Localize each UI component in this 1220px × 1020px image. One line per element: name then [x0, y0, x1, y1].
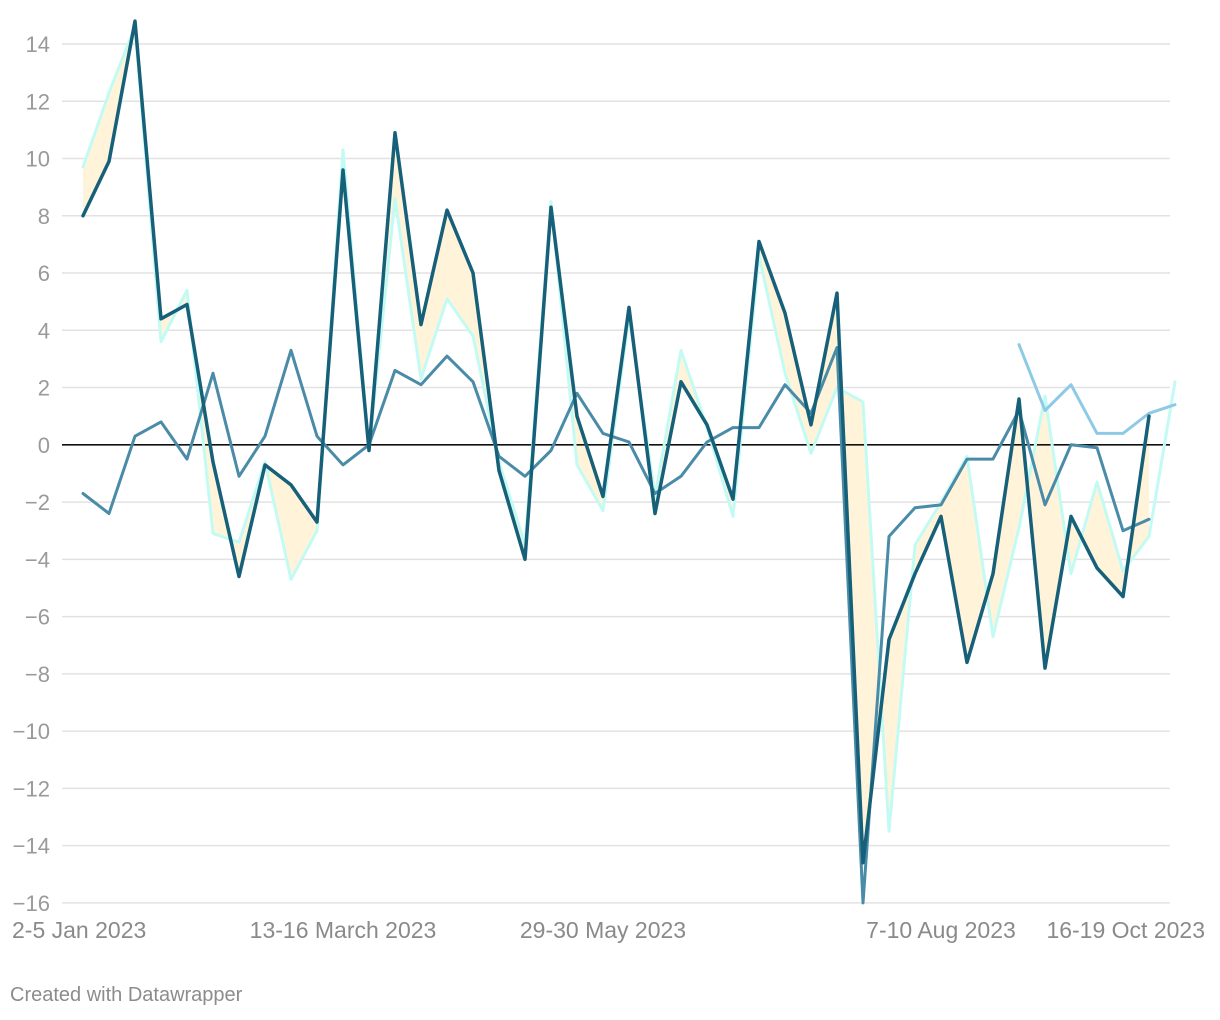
y-tick-label: 8 — [38, 204, 50, 229]
series-lines — [81, 19, 1177, 905]
y-tick-label: −16 — [13, 891, 50, 916]
y-tick-label: −8 — [25, 662, 50, 687]
gridlines — [62, 43, 1170, 904]
y-tick-label: −10 — [13, 719, 50, 744]
y-tick-label: 2 — [38, 376, 50, 401]
y-tick-label: 6 — [38, 261, 50, 286]
y-tick-label: 14 — [26, 32, 50, 57]
x-tick-label: 7-10 Aug 2023 — [866, 917, 1016, 943]
x-axis-ticks: 2-5 Jan 2023 13-16 March 2023 29-30 May 20… — [12, 917, 1205, 943]
y-tick-label: −2 — [25, 490, 50, 515]
x-tick-label: 2-5 Jan 2023 — [12, 917, 146, 943]
credit-text: Created with Datawrapper — [10, 984, 243, 1006]
y-tick-label: 4 — [38, 318, 50, 343]
y-tick-label: −6 — [25, 605, 50, 630]
x-tick-label: 16-19 Oct 2023 — [1046, 917, 1205, 943]
x-tick-label: 29-30 May 2023 — [520, 917, 686, 943]
series-line-teal — [81, 19, 1151, 865]
series-line-light-blue — [1017, 343, 1177, 435]
y-tick-label: −14 — [13, 834, 50, 859]
y-tick-label: 12 — [26, 89, 50, 114]
fill-between-area — [83, 21, 1149, 863]
y-tick-label: −4 — [25, 547, 50, 572]
fill-area — [83, 21, 1149, 863]
series-line-aqua — [81, 25, 1177, 833]
y-tick-label: −12 — [13, 776, 50, 801]
series-line-steel — [81, 346, 1151, 905]
y-axis-ticks: 14 12 10 8 6 4 2 0 −2 −4 −6 −8 −10 −12 −14 −16 — [13, 32, 50, 916]
y-tick-label: 10 — [26, 147, 50, 172]
x-tick-label: 13-16 March 2023 — [250, 917, 437, 943]
y-tick-label: 0 — [38, 433, 50, 458]
